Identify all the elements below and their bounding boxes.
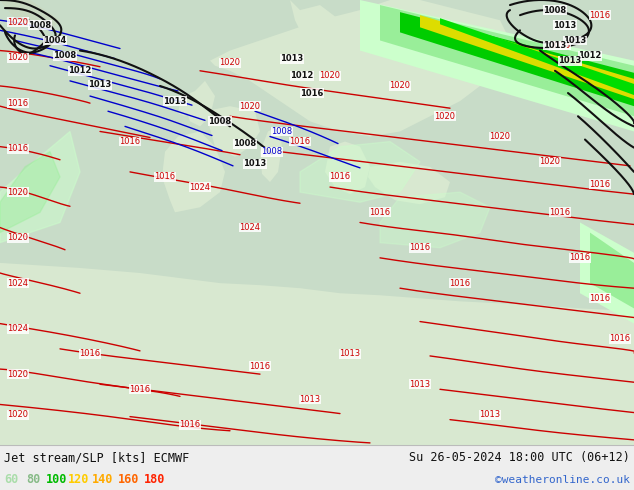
Text: 1013: 1013	[299, 395, 321, 404]
Text: 1016: 1016	[8, 144, 29, 153]
Text: 80: 80	[26, 473, 40, 487]
Polygon shape	[178, 96, 192, 116]
Text: 1020: 1020	[8, 18, 29, 27]
Text: 1008: 1008	[233, 139, 257, 148]
Text: 1013: 1013	[339, 349, 361, 358]
Text: Su 26-05-2024 18:00 UTC (06+12): Su 26-05-2024 18:00 UTC (06+12)	[409, 451, 630, 465]
Text: 1020: 1020	[389, 81, 410, 91]
Text: 1020: 1020	[240, 101, 261, 111]
Text: 1016: 1016	[410, 243, 430, 252]
Text: ©weatheronline.co.uk: ©weatheronline.co.uk	[495, 475, 630, 485]
Text: 1008: 1008	[209, 117, 231, 126]
Text: 1020: 1020	[8, 369, 29, 379]
Text: 1020: 1020	[320, 72, 340, 80]
Text: 1016: 1016	[590, 11, 611, 20]
Polygon shape	[590, 233, 634, 308]
Text: 1016: 1016	[8, 98, 29, 108]
Text: 1016: 1016	[301, 89, 324, 98]
Text: 1016: 1016	[370, 208, 391, 217]
Text: 1016: 1016	[590, 179, 611, 189]
Text: 1020: 1020	[219, 58, 240, 67]
Text: 1016: 1016	[550, 41, 571, 50]
Polygon shape	[420, 15, 634, 99]
Text: 1013: 1013	[564, 36, 586, 45]
Text: 1016: 1016	[590, 294, 611, 303]
Text: 1024: 1024	[240, 223, 261, 232]
Polygon shape	[580, 222, 634, 323]
Text: 1016: 1016	[179, 420, 200, 429]
Text: 100: 100	[46, 473, 67, 487]
Text: 1013: 1013	[164, 97, 186, 106]
Polygon shape	[0, 152, 60, 233]
Polygon shape	[300, 142, 420, 202]
Text: 140: 140	[92, 473, 113, 487]
Polygon shape	[325, 142, 370, 194]
Text: 1016: 1016	[119, 137, 141, 146]
Text: 1016: 1016	[609, 334, 631, 343]
Text: 1016: 1016	[569, 253, 590, 262]
Text: 1012: 1012	[578, 51, 602, 60]
Polygon shape	[290, 0, 350, 71]
Polygon shape	[380, 5, 634, 116]
Text: 1020: 1020	[540, 157, 560, 166]
Text: 1020: 1020	[8, 188, 29, 196]
Text: 1020: 1020	[434, 112, 455, 121]
Text: Jet stream/SLP [kts] ECMWF: Jet stream/SLP [kts] ECMWF	[4, 451, 190, 465]
Polygon shape	[205, 106, 260, 157]
Text: 1013: 1013	[88, 80, 112, 90]
Text: 1024: 1024	[8, 324, 29, 333]
Text: 1020: 1020	[8, 233, 29, 242]
Polygon shape	[400, 12, 634, 106]
Text: 1016: 1016	[450, 279, 470, 288]
Polygon shape	[368, 162, 450, 204]
Text: 1016: 1016	[249, 362, 271, 370]
Text: 1004: 1004	[43, 36, 67, 45]
Text: 1013: 1013	[280, 54, 304, 63]
Text: 1013: 1013	[410, 380, 430, 389]
Polygon shape	[260, 126, 282, 182]
Text: 1024: 1024	[190, 183, 210, 192]
Text: 1020: 1020	[8, 410, 29, 419]
Text: 1012: 1012	[290, 72, 314, 80]
Text: 1016: 1016	[550, 208, 571, 217]
Text: 1016: 1016	[129, 385, 150, 394]
Polygon shape	[162, 131, 225, 212]
Text: 1016: 1016	[290, 137, 311, 146]
Polygon shape	[380, 192, 490, 248]
Text: 1012: 1012	[68, 66, 92, 75]
Text: 1008: 1008	[543, 5, 567, 15]
Text: 1016: 1016	[155, 172, 176, 181]
Polygon shape	[440, 18, 634, 95]
Text: 1013: 1013	[543, 41, 567, 50]
Text: 120: 120	[68, 473, 89, 487]
Text: 1016: 1016	[79, 349, 101, 358]
Polygon shape	[210, 0, 510, 137]
Polygon shape	[0, 0, 60, 30]
Text: 1008: 1008	[29, 21, 51, 30]
Text: 1013: 1013	[559, 56, 581, 65]
Polygon shape	[360, 0, 634, 131]
Text: 1013: 1013	[479, 410, 501, 419]
Text: 1020: 1020	[8, 53, 29, 62]
Polygon shape	[0, 131, 80, 243]
Text: 1013: 1013	[243, 159, 267, 168]
Text: 1013: 1013	[553, 21, 577, 30]
Text: 180: 180	[144, 473, 165, 487]
Text: 60: 60	[4, 473, 18, 487]
Text: 1008: 1008	[271, 127, 292, 136]
Polygon shape	[185, 81, 215, 126]
Text: 1008: 1008	[53, 51, 77, 60]
Polygon shape	[0, 263, 634, 445]
Text: 1020: 1020	[489, 132, 510, 141]
Text: 1008: 1008	[261, 147, 283, 156]
Text: 1016: 1016	[330, 172, 351, 181]
Text: 1024: 1024	[8, 279, 29, 288]
Text: 160: 160	[118, 473, 139, 487]
